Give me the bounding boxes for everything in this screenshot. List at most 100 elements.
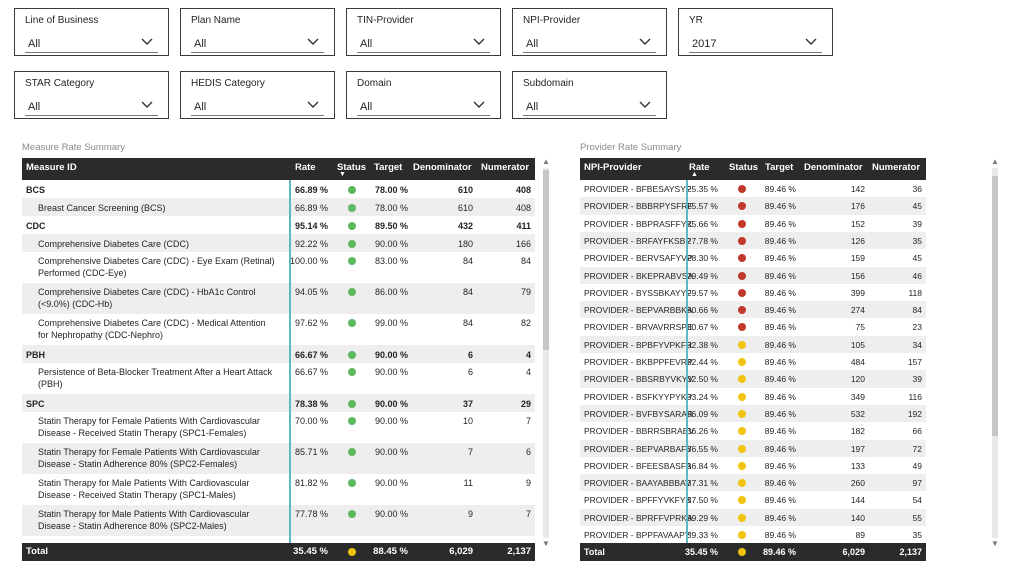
slicer-dropdown[interactable]: All xyxy=(357,33,490,53)
denominator-cell: 610 xyxy=(457,185,473,195)
chevron-down-icon[interactable] xyxy=(804,36,818,48)
group-row[interactable]: CDC 95.14 % 89.50 % 432 411 xyxy=(22,216,535,234)
col-npi-provider[interactable]: NPI-Provider xyxy=(584,162,642,173)
table-row[interactable]: Comprehensive Diabetes Care (CDC) - Eye … xyxy=(22,252,535,283)
slicer-dropdown[interactable]: All xyxy=(523,33,656,53)
scroll-track[interactable] xyxy=(543,168,549,538)
table-row[interactable]: PROVIDER - BFEESBASFA 36.84 % 89.46 % 133 49 xyxy=(580,457,926,474)
provider-name: PROVIDER - BRFAYFKSBP xyxy=(584,235,692,246)
table-row[interactable]: Persistence of Beta-Blocker Treatment Af… xyxy=(22,363,535,394)
rate-cell: 85.71 % xyxy=(294,447,328,457)
table-row[interactable]: PROVIDER - BPFFYVKFYK 37.50 % 89.46 % 144 54 xyxy=(580,491,926,508)
scroll-thumb[interactable] xyxy=(543,170,549,350)
table-row[interactable]: PROVIDER - BSFKYYPYKP 33.24 % 89.46 % 349 11… xyxy=(580,388,926,405)
provider-name: PROVIDER - BEPVARBBKA xyxy=(584,305,693,316)
group-row[interactable]: PBH 66.67 % 90.00 % 6 4 xyxy=(22,345,535,363)
table-row[interactable]: PROVIDER - BBBRPYSFRF 25.57 % 89.46 % 176 45 xyxy=(580,197,926,215)
scroll-down-icon[interactable]: ▼ xyxy=(991,539,999,548)
table-row[interactable]: PROVIDER - BEPVARBBKA 30.66 % 89.46 % 274 84 xyxy=(580,301,926,319)
table-row[interactable]: Statin Therapy for Female Patients With … xyxy=(22,412,535,443)
slicer-value: All xyxy=(28,38,41,50)
chevron-down-icon[interactable] xyxy=(638,99,652,111)
table-row[interactable]: PROVIDER - BRFAYFKSBP 27.78 % 89.46 % 126 35 xyxy=(580,231,926,250)
chevron-down-icon[interactable] xyxy=(472,99,486,111)
scroll-thumb[interactable] xyxy=(992,176,998,436)
table-row[interactable]: PROVIDER - BPPFAVAAPY 39.33 % 89.46 % 89 35 xyxy=(580,526,926,543)
table-row[interactable]: Breast Cancer Screening (BCS) 66.89 % 78.0… xyxy=(22,198,535,216)
scroll-down-icon[interactable]: ▼ xyxy=(542,539,550,548)
denominator-cell: 105 xyxy=(850,339,865,350)
col-denominator[interactable]: Denominator xyxy=(804,162,863,173)
scroll-up-icon[interactable]: ▲ xyxy=(542,157,550,166)
chevron-down-icon[interactable] xyxy=(638,36,652,48)
group-row[interactable]: SPC 78.38 % 90.00 % 37 29 xyxy=(22,394,535,412)
status-dot xyxy=(738,444,746,455)
slicer-dropdown[interactable]: 2017 xyxy=(689,33,822,53)
col-numerator[interactable]: Numerator xyxy=(872,162,921,173)
sort-desc-icon: ▼ xyxy=(339,171,346,178)
table-row[interactable]: Statin Therapy for Female Patients With … xyxy=(22,443,535,474)
rate-cell: 28.30 % xyxy=(686,253,718,264)
target-cell: 89.46 % xyxy=(764,201,796,212)
rate-cell: 25.57 % xyxy=(686,201,718,212)
table-row[interactable]: Statin Therapy for Male Patients With Ca… xyxy=(22,505,535,536)
table-row[interactable]: PROVIDER - BPRFFVPRKA 39.29 % 89.46 % 140 55 xyxy=(580,508,926,526)
col-status[interactable]: Status xyxy=(337,162,367,173)
col-target[interactable]: Target xyxy=(374,162,403,173)
rate-cell: 37.50 % xyxy=(686,495,718,506)
table-row[interactable]: PROVIDER - BEPVARBAFY 36.55 % 89.46 % 197 72 xyxy=(580,439,926,457)
measure-scrollbar[interactable]: ▲ ▼ xyxy=(542,158,550,548)
table-row[interactable]: Statin Therapy for Male Patients With Ca… xyxy=(22,474,535,505)
status-dot xyxy=(738,306,746,316)
denominator-cell: 7 xyxy=(467,447,473,457)
chevron-down-icon[interactable] xyxy=(140,99,154,111)
table-row[interactable]: PROVIDER - BPBFYVPKFR 32.38 % 89.46 % 105 34 xyxy=(580,335,926,353)
table-row[interactable]: PROVIDER - BRVAVRRSPE 30.67 % 89.46 % 75 23 xyxy=(580,318,926,335)
col-status[interactable]: Status xyxy=(729,162,759,173)
slicer-dropdown[interactable]: All xyxy=(191,96,324,116)
table-row[interactable]: Comprehensive Diabetes Care (CDC) - HbA1… xyxy=(22,283,535,314)
table-row[interactable]: PROVIDER - BAAYABBBAV 37.31 % 89.46 % 260 97 xyxy=(580,474,926,492)
slicer-dropdown[interactable]: All xyxy=(25,96,158,116)
target-cell: 90.00 % xyxy=(374,367,408,377)
col-denominator[interactable]: Denominator xyxy=(413,162,472,173)
col-numerator[interactable]: Numerator xyxy=(481,162,530,173)
table-row[interactable]: PROVIDER - BERVSAFYVP 28.30 % 89.46 % 159 45 xyxy=(580,249,926,266)
table-row[interactable]: Comprehensive Diabetes Care (CDC) - Medi… xyxy=(22,314,535,345)
status-dot xyxy=(348,368,356,378)
chevron-down-icon[interactable] xyxy=(140,36,154,48)
slicer-dropdown[interactable]: All xyxy=(191,33,324,53)
col-target[interactable]: Target xyxy=(765,162,794,173)
table-row[interactable]: PROVIDER - BBRRSBRAEV 36.26 % 89.46 % 182 66 xyxy=(580,422,926,439)
slicer-dropdown[interactable]: All xyxy=(25,33,158,53)
status-dot xyxy=(348,548,356,556)
table-row[interactable]: PROVIDER - BBSRBYVKYV 32.50 % 89.46 % 120 39 xyxy=(580,370,926,388)
slicer-dropdown[interactable]: All xyxy=(523,96,656,116)
numerator-cell: 46 xyxy=(912,270,922,281)
status-dot xyxy=(348,510,356,520)
sort-asc-icon: ▲ xyxy=(691,171,698,178)
table-row[interactable]: PROVIDER - BKBPPFEVRP 32.44 % 89.46 % 484 15… xyxy=(580,353,926,370)
table-row[interactable]: PROVIDER - BKEPRABVSA 29.49 % 89.46 % 156 46 xyxy=(580,266,926,284)
chevron-down-icon[interactable] xyxy=(306,36,320,48)
target-cell: 89.46 % xyxy=(764,305,796,316)
provider-scrollbar[interactable]: ▲ ▼ xyxy=(991,158,999,548)
rate-cell: 77.78 % xyxy=(294,509,328,519)
col-rate[interactable]: Rate xyxy=(295,162,316,173)
scroll-up-icon[interactable]: ▲ xyxy=(991,157,999,166)
chevron-down-icon[interactable] xyxy=(472,36,486,48)
group-row[interactable]: BCS 66.89 % 78.00 % 610 408 xyxy=(22,180,535,198)
table-row[interactable]: PROVIDER - BVFBYSARAR 36.09 % 89.46 % 532 19… xyxy=(580,404,926,423)
table-row[interactable]: PROVIDER - BYSSBKAYYF 29.57 % 89.46 % 399 11… xyxy=(580,284,926,301)
measure-name: Statin Therapy for Male Patients With Ca… xyxy=(38,478,250,500)
table-row[interactable]: PROVIDER - BBPRASFFYK 25.66 % 89.46 % 152 39 xyxy=(580,215,926,232)
chevron-down-icon[interactable] xyxy=(306,99,320,111)
measure-name: Persistence of Beta-Blocker Treatment Af… xyxy=(38,367,273,389)
table-row[interactable]: Comprehensive Diabetes Care (CDC) 92.22 %… xyxy=(22,234,535,252)
status-dot xyxy=(348,186,356,196)
total-denominator: 6,029 xyxy=(449,546,473,557)
table-row[interactable]: PROVIDER - BFBESAYSYP 25.35 % 89.46 % 142 36 xyxy=(580,180,926,197)
col-rate[interactable]: Rate xyxy=(689,162,710,173)
col-measure-id[interactable]: Measure ID xyxy=(26,162,77,173)
slicer-dropdown[interactable]: All xyxy=(357,96,490,116)
